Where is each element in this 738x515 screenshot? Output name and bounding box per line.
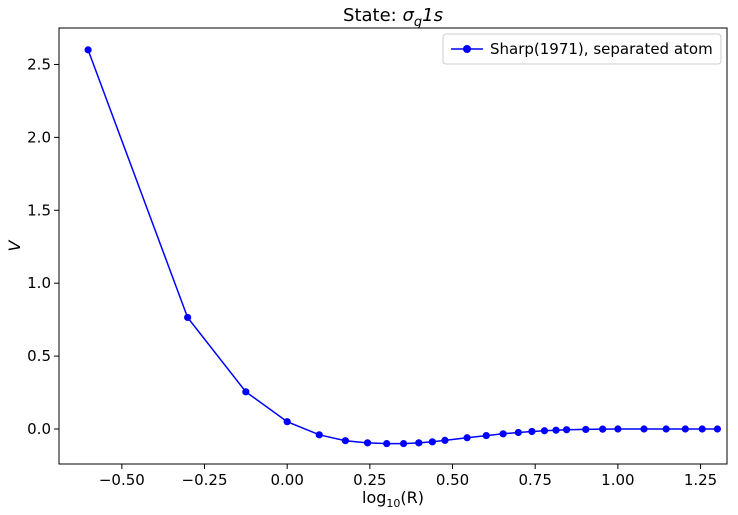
legend-entry-label: Sharp(1971), separated atom [490,40,713,58]
y-axis-ticks: 0.0 0.5 1.0 1.5 2.0 2.5 [27,55,59,438]
legend: Sharp(1971), separated atom [442,33,722,65]
data-point [184,313,192,322]
data-point [662,425,670,433]
data-point [482,431,490,440]
data-point [441,436,449,444]
y-tick-label: 0.0 [27,420,51,438]
series-layer [84,46,722,448]
data-point [428,438,436,446]
x-axis-label-subscript: 10 [386,497,400,510]
data-point [242,388,250,396]
x-tick-label: −0.25 [182,471,228,489]
data-point [582,425,590,434]
x-tick-label: −0.50 [99,471,145,489]
data-point [463,434,471,442]
data-point [84,46,92,54]
data-point [552,426,560,434]
data-point [399,439,408,448]
data-point [341,437,349,445]
y-tick-label: 1.5 [27,201,51,219]
x-tick-label: 1.25 [684,471,717,489]
data-point [415,439,423,447]
data-point [698,425,706,433]
data-point [383,439,391,448]
x-tick-label: 0.50 [436,471,469,489]
data-point [540,427,549,435]
x-tick-label: 0.75 [518,471,551,489]
data-point [563,426,571,434]
x-axis-label: log10(R) [362,488,424,510]
chart-title-symbol: σ [402,5,414,26]
x-axis-label-base: log [362,488,386,507]
x-axis-ticks: −0.50 −0.25 0.00 0.25 0.50 0.75 1.00 1.25 [99,464,717,489]
y-tick-label: 2.0 [27,128,51,146]
y-tick-label: 1.0 [27,274,51,292]
data-point [640,425,648,433]
data-point [315,431,323,439]
data-point [713,425,722,433]
data-point [499,430,507,438]
legend-marker-swatch [463,45,471,53]
x-axis-label-suffix: (R) [400,488,424,507]
plot-area [58,27,728,465]
x-tick-label: 0.25 [353,471,386,489]
chart-title-subscript: g [414,15,422,30]
legend-box [442,33,722,65]
chart-title: State: σg1s [343,5,443,30]
data-point [363,439,372,447]
data-point [681,425,689,433]
chart-title-prefix: State: [343,5,402,26]
data-point [599,425,607,433]
data-point [514,428,522,437]
y-axis-label: V [5,239,24,251]
y-tick-label: 2.5 [27,55,51,73]
x-tick-label: 0.00 [270,471,303,489]
data-point [528,427,536,436]
data-point [283,418,291,426]
y-tick-label: 0.5 [27,347,51,365]
series-line [87,49,718,445]
data-point [614,425,622,433]
x-tick-label: 1.00 [601,471,634,489]
chart-title-suffix: 1s [422,5,443,26]
